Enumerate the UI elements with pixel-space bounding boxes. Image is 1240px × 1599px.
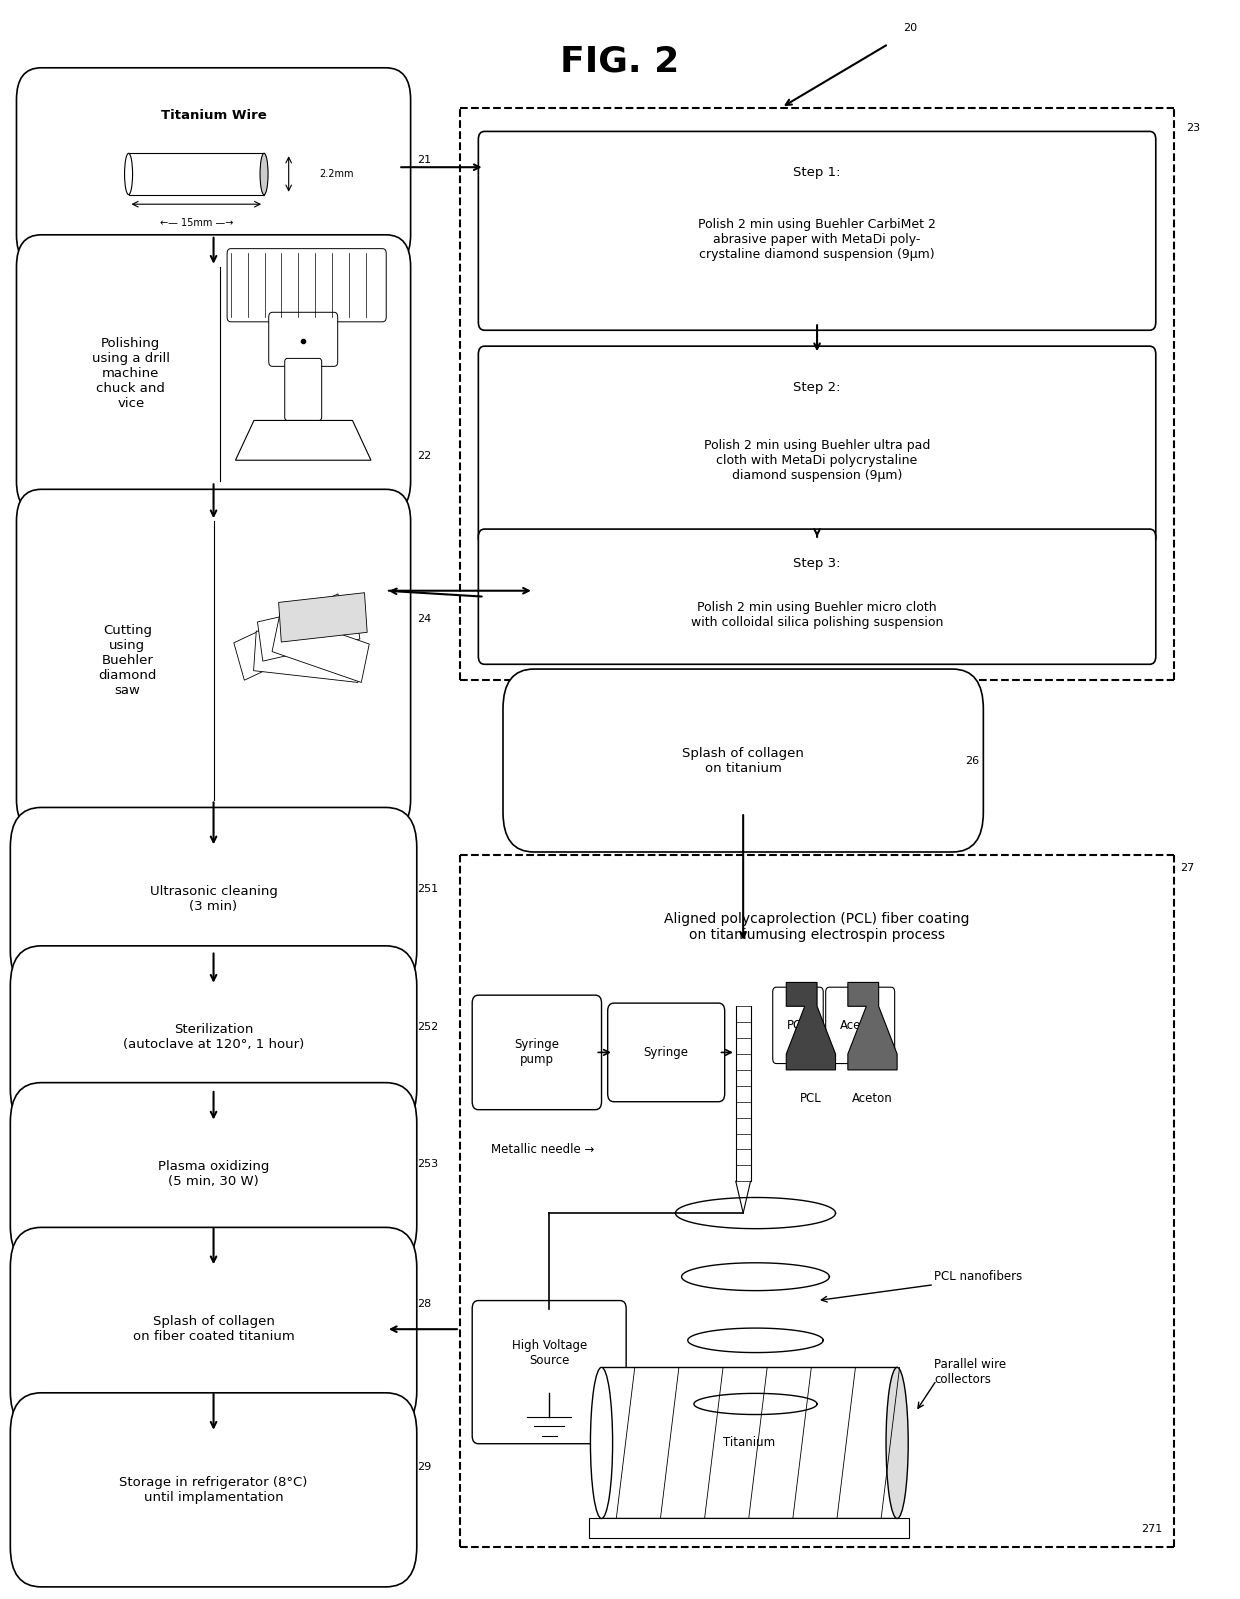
Text: PCL: PCL — [786, 1019, 808, 1031]
Text: Plasma oxidizing
(5 min, 30 W): Plasma oxidizing (5 min, 30 W) — [157, 1161, 269, 1188]
Text: 24: 24 — [417, 614, 432, 624]
FancyBboxPatch shape — [773, 987, 823, 1063]
Text: Step 2:: Step 2: — [794, 381, 841, 393]
Polygon shape — [236, 421, 371, 461]
FancyBboxPatch shape — [16, 67, 410, 267]
Text: Polish 2 min using Buehler CarbiMet 2
abrasive paper with MetaDi poly-
crystalin: Polish 2 min using Buehler CarbiMet 2 ab… — [698, 219, 936, 262]
FancyBboxPatch shape — [472, 1300, 626, 1444]
FancyBboxPatch shape — [285, 358, 321, 421]
Text: Polish 2 min using Buehler ultra pad
cloth with MetaDi polycrystaline
diamond su: Polish 2 min using Buehler ultra pad clo… — [704, 438, 930, 481]
FancyBboxPatch shape — [479, 529, 1156, 664]
Bar — [589, 1519, 909, 1538]
FancyBboxPatch shape — [10, 807, 417, 990]
Ellipse shape — [590, 1367, 613, 1519]
Text: Storage in refrigerator (8°C)
until implamentation: Storage in refrigerator (8°C) until impl… — [119, 1476, 308, 1503]
Text: 2.2mm: 2.2mm — [320, 169, 353, 179]
Text: 252: 252 — [417, 1022, 438, 1031]
Text: FIG. 2: FIG. 2 — [560, 45, 680, 78]
Text: Parallel wire
collectors: Parallel wire collectors — [934, 1358, 1006, 1386]
Text: Polishing
using a drill
machine
chuck and
vice: Polishing using a drill machine chuck an… — [92, 337, 170, 411]
Ellipse shape — [260, 154, 268, 195]
FancyBboxPatch shape — [16, 235, 410, 513]
Text: Splash of collagen
on titanium: Splash of collagen on titanium — [682, 747, 804, 774]
Text: 21: 21 — [417, 155, 432, 165]
Text: Step 1:: Step 1: — [794, 166, 841, 179]
Bar — [253, 632, 361, 683]
Bar — [129, 154, 264, 195]
Text: High Voltage
Source: High Voltage Source — [512, 1338, 587, 1367]
FancyBboxPatch shape — [479, 131, 1156, 331]
Text: Aceton: Aceton — [839, 1019, 880, 1031]
FancyBboxPatch shape — [608, 1003, 724, 1102]
Text: 28: 28 — [417, 1300, 432, 1310]
FancyBboxPatch shape — [10, 947, 417, 1129]
Bar — [272, 612, 370, 683]
FancyBboxPatch shape — [503, 668, 983, 852]
Text: 20: 20 — [903, 22, 916, 34]
FancyBboxPatch shape — [269, 312, 337, 366]
Text: Syringe: Syringe — [644, 1046, 688, 1059]
Text: Aligned polycaprolection (PCL) fiber coating
on titaniumusing electrospin proces: Aligned polycaprolection (PCL) fiber coa… — [665, 911, 970, 942]
FancyBboxPatch shape — [826, 987, 895, 1063]
FancyBboxPatch shape — [16, 489, 410, 831]
Bar — [234, 593, 348, 680]
Text: ←— 15mm —→: ←— 15mm —→ — [160, 219, 233, 229]
Text: Metallic needle →: Metallic needle → — [491, 1143, 594, 1156]
Text: Splash of collagen
on fiber coated titanium: Splash of collagen on fiber coated titan… — [133, 1316, 294, 1343]
Text: PCL: PCL — [800, 1092, 822, 1105]
Text: 22: 22 — [417, 451, 432, 461]
Text: 271: 271 — [1141, 1524, 1162, 1535]
FancyBboxPatch shape — [479, 345, 1156, 545]
Text: Sterilization
(autoclave at 120°, 1 hour): Sterilization (autoclave at 120°, 1 hour… — [123, 1023, 304, 1051]
Text: 27: 27 — [1180, 863, 1194, 873]
Text: Syringe
pump: Syringe pump — [515, 1038, 559, 1067]
FancyBboxPatch shape — [10, 1228, 417, 1431]
Text: Cutting
using
Buehler
diamond
saw: Cutting using Buehler diamond saw — [98, 624, 156, 697]
Text: Step 3:: Step 3: — [794, 556, 841, 569]
Polygon shape — [786, 982, 836, 1070]
Ellipse shape — [887, 1367, 908, 1519]
Text: 251: 251 — [417, 884, 438, 894]
Bar — [258, 600, 360, 660]
FancyBboxPatch shape — [227, 249, 386, 321]
Text: Ultrasonic cleaning
(3 min): Ultrasonic cleaning (3 min) — [150, 884, 278, 913]
FancyBboxPatch shape — [472, 995, 601, 1110]
Text: Aceton: Aceton — [852, 1092, 893, 1105]
Text: Titanium Wire: Titanium Wire — [161, 109, 267, 123]
Text: Titanium: Titanium — [723, 1436, 775, 1449]
Ellipse shape — [124, 154, 133, 195]
FancyBboxPatch shape — [10, 1393, 417, 1586]
Text: Polish 2 min using Buehler micro cloth
with colloidal silica polishing suspensio: Polish 2 min using Buehler micro cloth w… — [691, 601, 944, 628]
Text: 26: 26 — [965, 756, 980, 766]
Text: PCL nanofibers: PCL nanofibers — [934, 1270, 1022, 1284]
Polygon shape — [848, 982, 897, 1070]
Bar — [279, 593, 367, 643]
FancyBboxPatch shape — [10, 1083, 417, 1265]
Text: 23: 23 — [1187, 123, 1200, 133]
Text: 29: 29 — [417, 1461, 432, 1473]
Text: 253: 253 — [417, 1159, 438, 1169]
Bar — [601, 1367, 897, 1519]
